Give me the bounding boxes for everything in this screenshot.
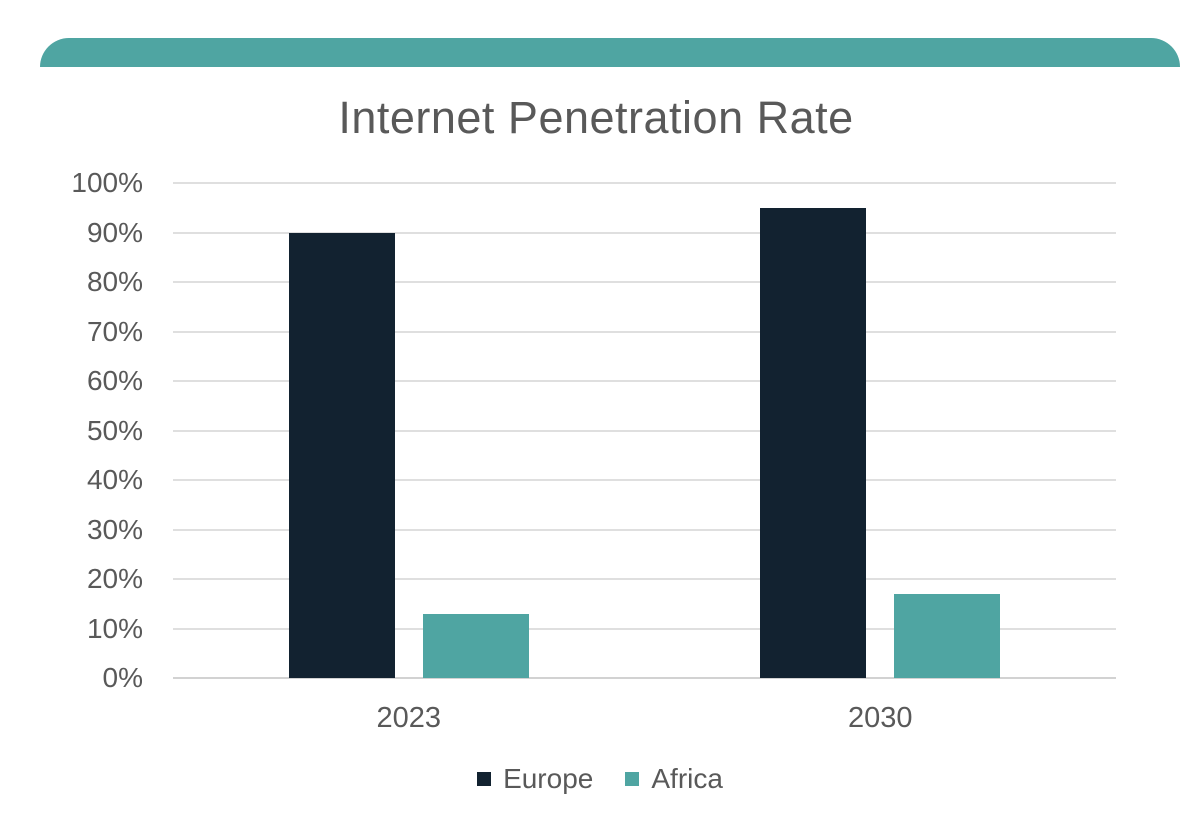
gridline-40% (173, 479, 1116, 481)
gridline-50% (173, 429, 1116, 432)
legend-label-europe: Europe (503, 763, 594, 794)
legend: Europe Africa (0, 761, 1200, 797)
legend-marker-europe (477, 772, 492, 786)
y-axis-tick-label-60%: 60% (86, 365, 143, 396)
plot-area (173, 182, 1116, 679)
y-axis-tick-label-10%: 10% (86, 612, 143, 644)
legend-label-africa: Africa (651, 763, 723, 794)
gridline-100% (173, 182, 1116, 184)
gridline-60% (173, 380, 1116, 382)
x-axis-label-2023: 2023 (376, 702, 441, 734)
legend-item-africa: Africa (625, 763, 723, 795)
x-axis-line (173, 677, 1116, 679)
y-axis-tick-label-70%: 70% (86, 315, 143, 347)
y-axis-tick-label-80%: 80% (86, 266, 143, 297)
y-axis-tick-label-90%: 90% (86, 216, 143, 248)
gridline-10% (173, 627, 1116, 630)
bar-africa-2030 (894, 593, 1001, 678)
y-axis-tick-label-100%: 100% (71, 167, 143, 198)
legend-item-europe: Europe (477, 763, 593, 795)
y-axis-tick-label-20%: 20% (86, 563, 143, 594)
gridline-80% (173, 281, 1116, 283)
bar-africa-2023 (422, 613, 529, 678)
legend-marker-africa (625, 772, 640, 786)
bar-europe-2023 (288, 232, 395, 678)
gridline-70% (173, 330, 1116, 333)
y-axis-tick-label-50%: 50% (86, 414, 143, 446)
gridline-90% (173, 231, 1116, 234)
x-axis-label-2030: 2030 (847, 702, 913, 734)
gridline-20% (173, 578, 1116, 580)
top-accent-banner (40, 38, 1180, 67)
chart-title: Internet Penetration Rate (338, 92, 854, 143)
gridline-30% (173, 528, 1116, 531)
y-axis-tick-label-0%: 0% (102, 662, 143, 693)
y-axis-tick-label-40%: 40% (86, 464, 143, 495)
bar-europe-2030 (760, 207, 867, 678)
y-axis-tick-label-30%: 30% (86, 513, 143, 545)
